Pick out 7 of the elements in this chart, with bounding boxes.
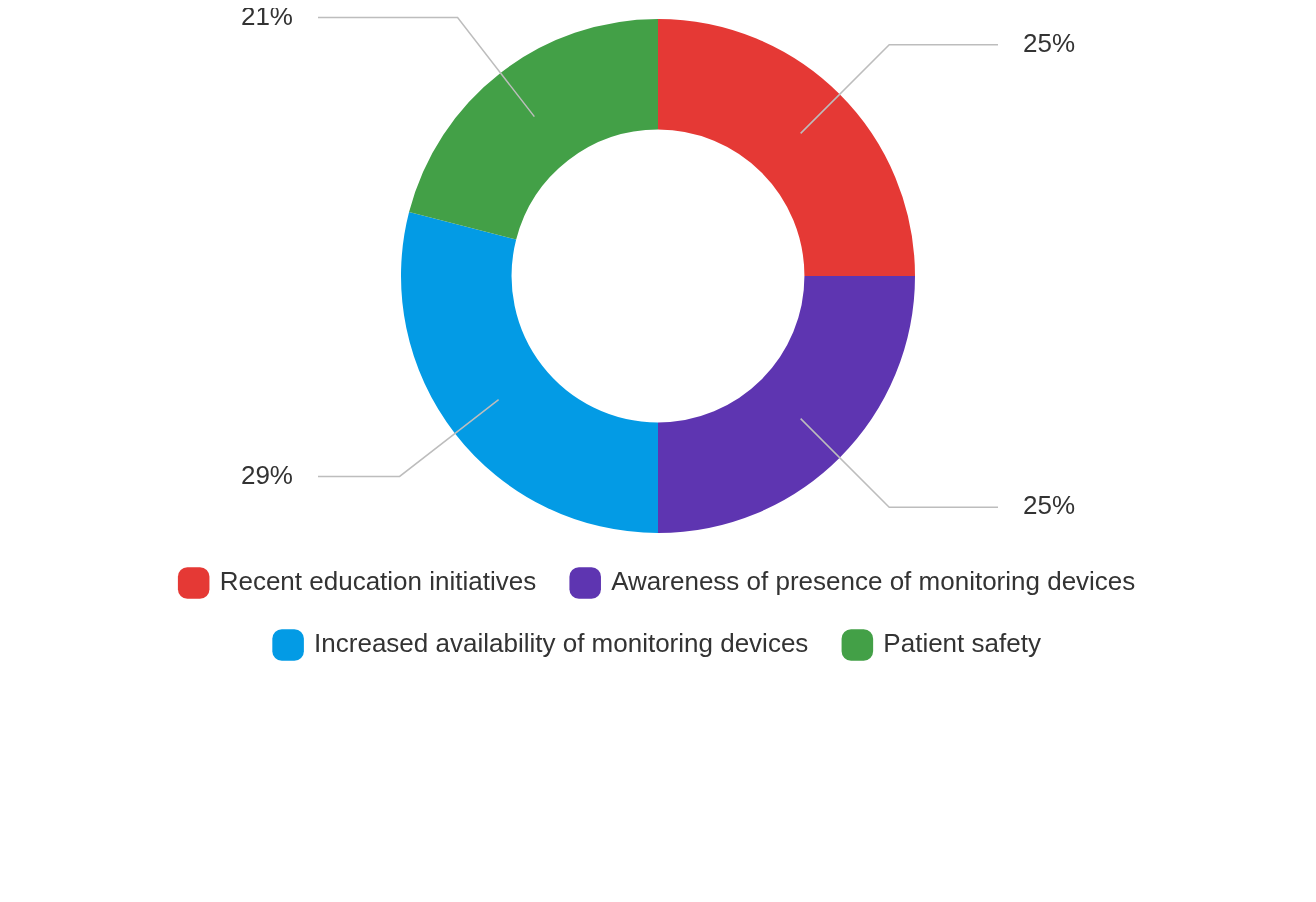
legend-label: Increased availability of monitoring devices <box>314 628 809 659</box>
legend-label: Patient safety <box>883 628 1041 659</box>
data-label: 25% <box>1023 490 1076 521</box>
legend-label: Recent education initiatives <box>219 566 537 597</box>
data-label: 29% <box>240 459 293 490</box>
legend-label: Awareness of presence of monitoring devices <box>611 566 1136 597</box>
data-label: 25% <box>1023 27 1076 58</box>
